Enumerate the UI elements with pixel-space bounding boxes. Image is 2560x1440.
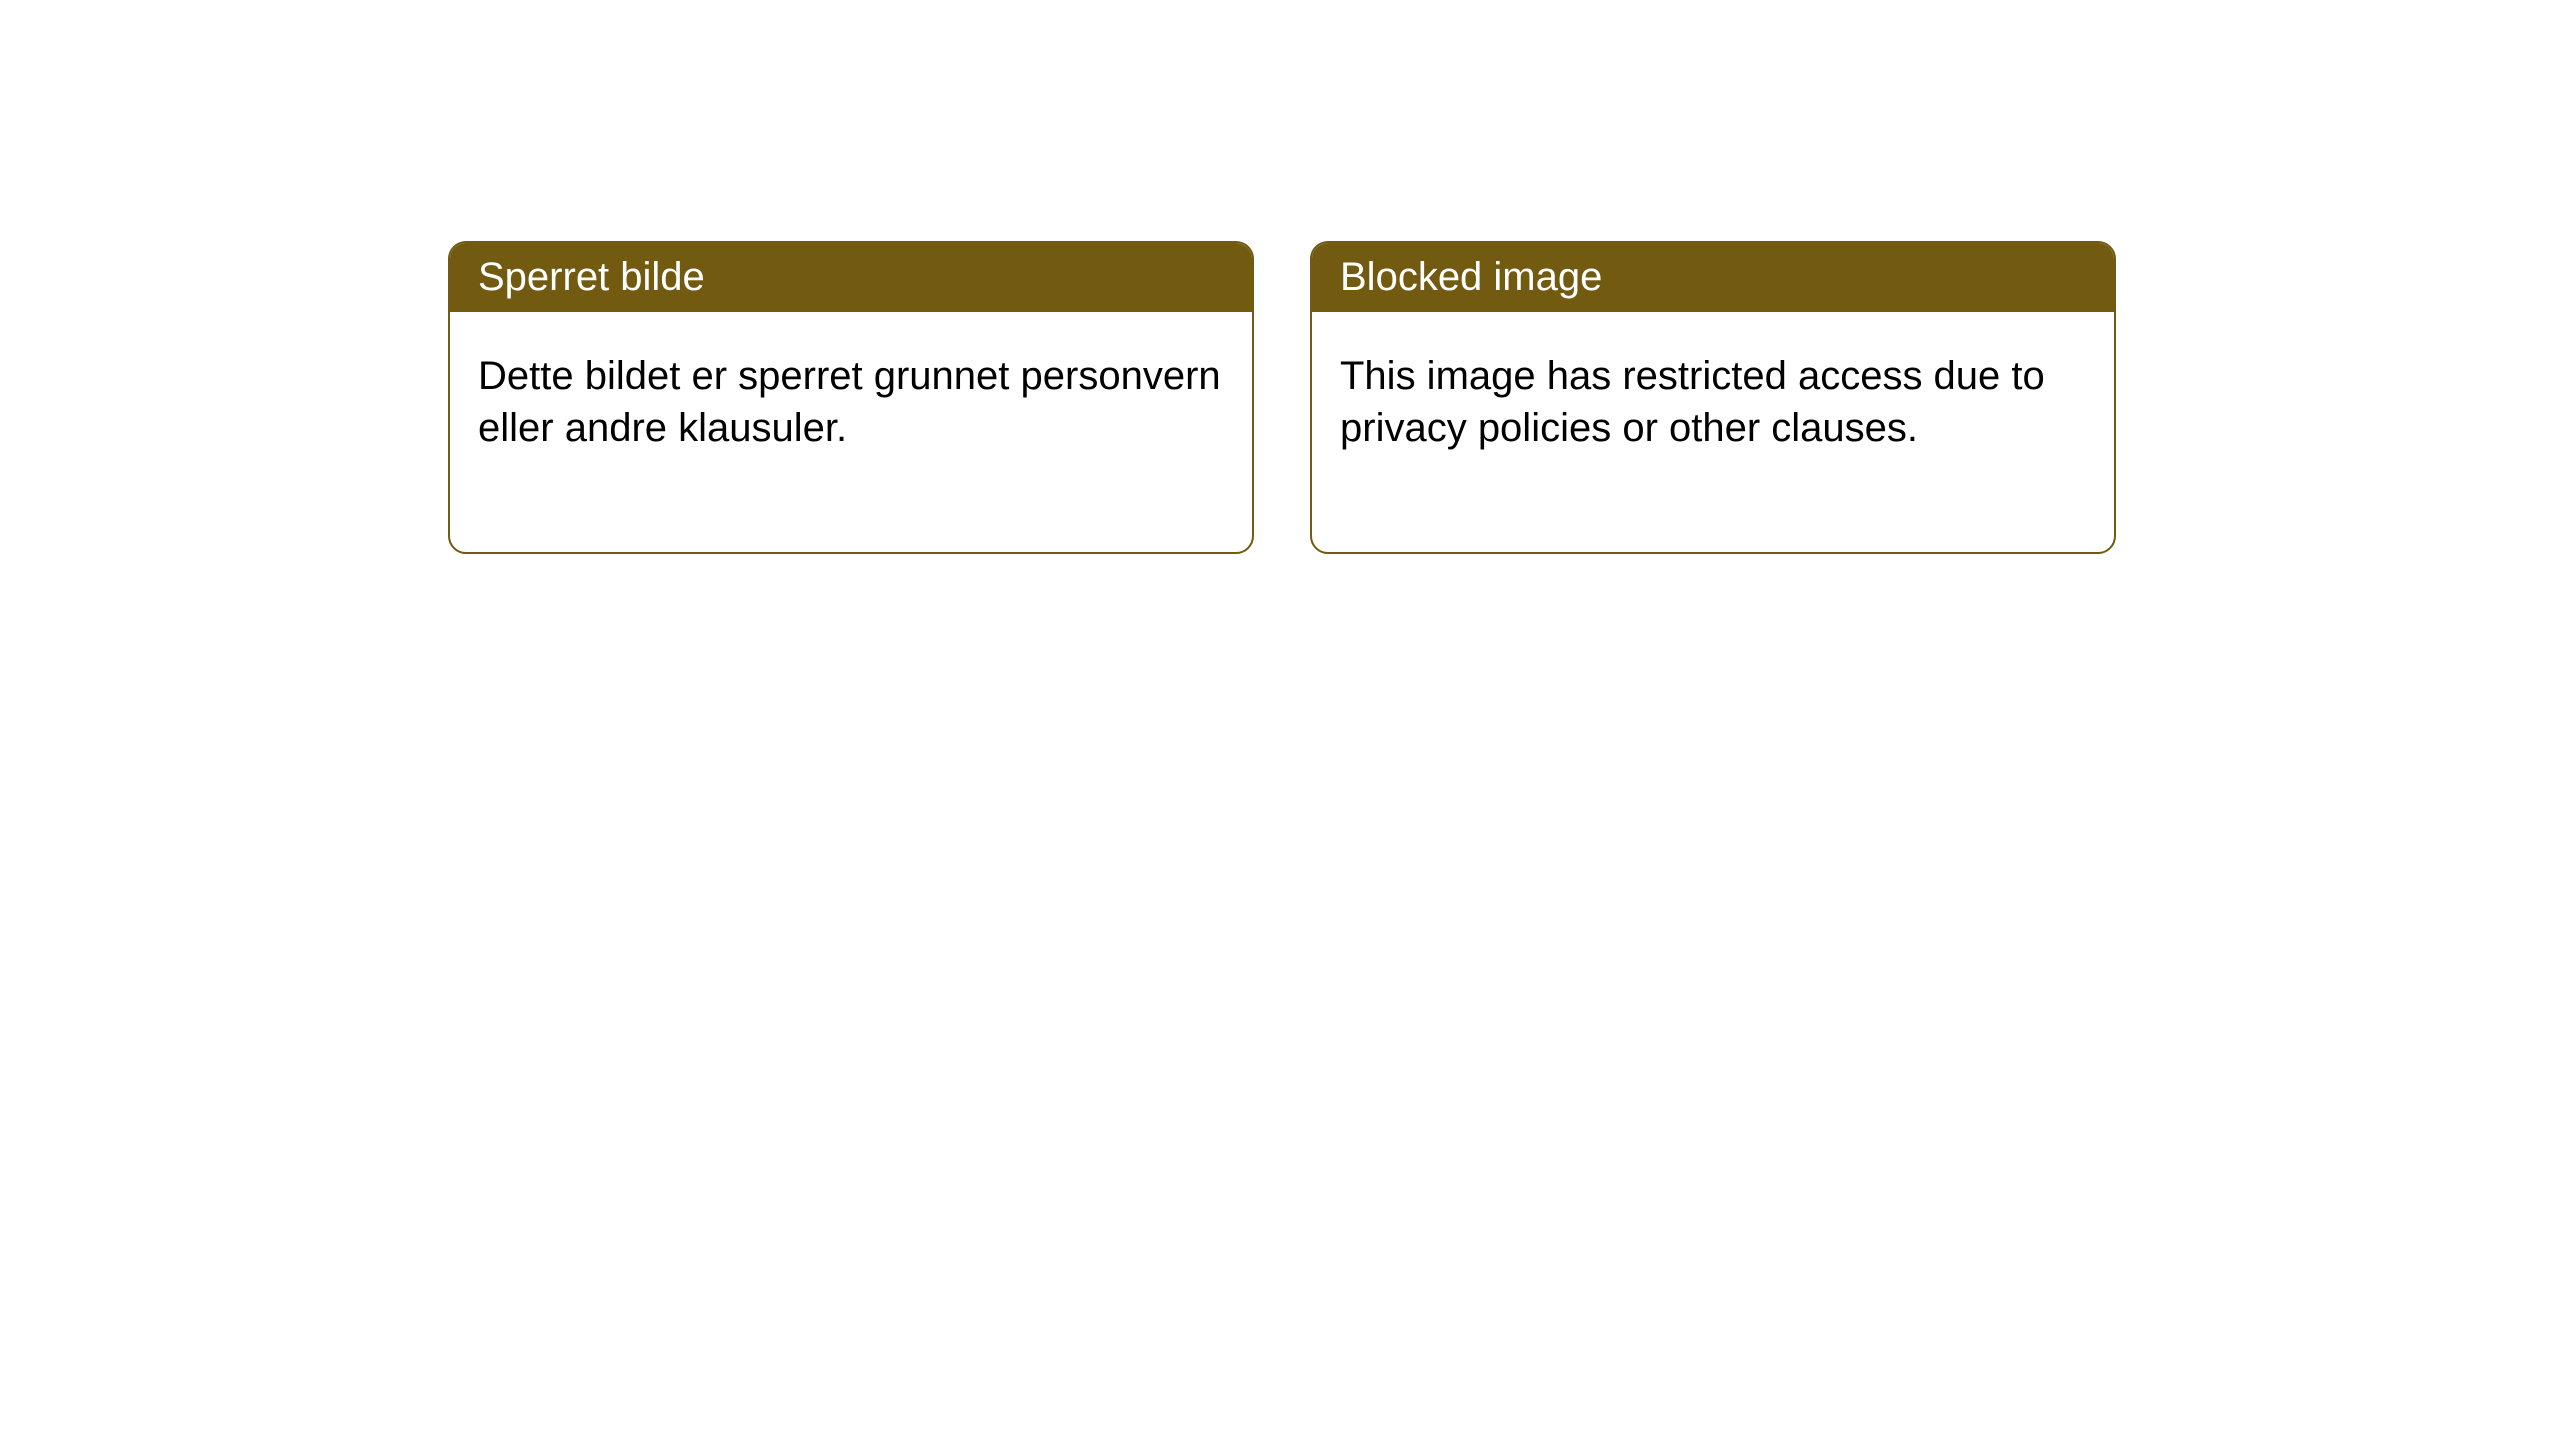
card-body: This image has restricted access due to … — [1312, 312, 2114, 552]
cards-container: Sperret bilde Dette bildet er sperret gr… — [0, 0, 2560, 554]
card-body-text: Dette bildet er sperret grunnet personve… — [478, 354, 1221, 450]
card-body: Dette bildet er sperret grunnet personve… — [450, 312, 1252, 552]
card-header: Sperret bilde — [450, 243, 1252, 312]
card-title: Blocked image — [1340, 255, 1602, 299]
card-header: Blocked image — [1312, 243, 2114, 312]
blocked-image-card-en: Blocked image This image has restricted … — [1310, 241, 2116, 554]
blocked-image-card-no: Sperret bilde Dette bildet er sperret gr… — [448, 241, 1254, 554]
card-title: Sperret bilde — [478, 255, 705, 299]
card-body-text: This image has restricted access due to … — [1340, 354, 2045, 450]
